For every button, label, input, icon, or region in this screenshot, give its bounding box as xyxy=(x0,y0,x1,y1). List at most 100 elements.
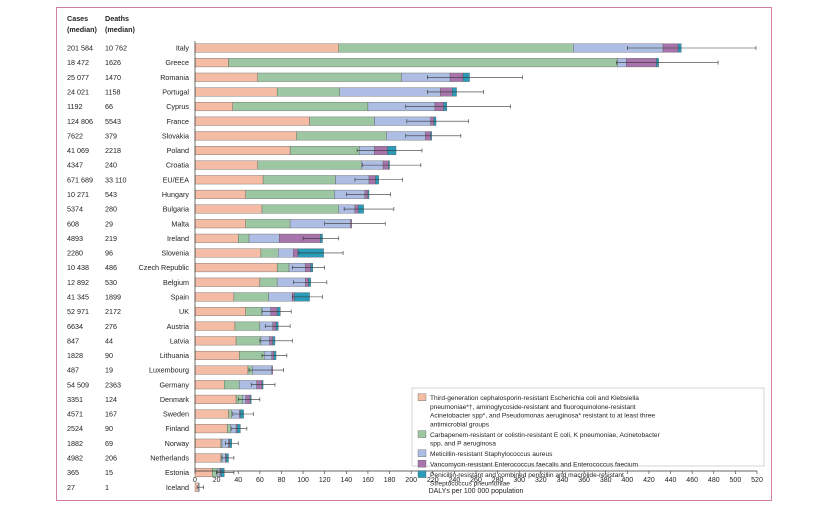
bar-segment-s1 xyxy=(194,453,222,463)
data-rows: 201 584 10 762 Italy 18 472 1626 Greece 25 077… xyxy=(67,44,189,492)
country-label: Estonia xyxy=(165,468,189,477)
country-label: Czech Republic xyxy=(139,263,190,272)
bar-segment-s2 xyxy=(289,146,360,155)
x-tick-label: 120 xyxy=(319,477,331,484)
deaths-value: 10 762 xyxy=(105,44,127,53)
deaths-value: 124 xyxy=(105,395,117,404)
deaths-value: 530 xyxy=(105,278,117,287)
cases-value: 608 xyxy=(67,219,79,228)
x-tick-label: 320 xyxy=(535,477,547,484)
deaths-value: 240 xyxy=(105,161,117,170)
cases-value: 1882 xyxy=(67,439,83,448)
cases-value: 4893 xyxy=(67,234,83,243)
country-label: Italy xyxy=(176,44,190,53)
x-tick-label: 140 xyxy=(340,477,352,484)
bar-segment-s1 xyxy=(194,204,263,214)
bar-segment-s1 xyxy=(194,263,278,273)
country-label: Ireland xyxy=(167,234,189,243)
country-label: Lithuania xyxy=(160,351,189,360)
cases-value: 41 069 xyxy=(67,146,89,155)
legend-label-s3: Meticillin-resistant Staphylococcus aure… xyxy=(430,451,553,458)
legend-label-s5: Penicillin-resistant and combined penici… xyxy=(430,472,624,488)
error-bars xyxy=(196,46,757,490)
x-tick-label: 400 xyxy=(621,477,633,484)
bar-segment-s2 xyxy=(262,175,336,185)
deaths-value: 90 xyxy=(105,351,113,360)
column-headers: Cases (median) Deaths (median) xyxy=(67,14,136,34)
x-tick-label: 500 xyxy=(730,477,742,484)
deaths-value: 5543 xyxy=(105,117,121,126)
x-axis-label: DALYs per 100 000 population xyxy=(429,488,524,495)
deaths-value: 219 xyxy=(105,234,117,243)
bar-segment-s2 xyxy=(233,292,269,302)
cases-value: 2280 xyxy=(67,249,83,258)
bar-segment-s1 xyxy=(194,321,236,331)
cases-value: 18 472 xyxy=(67,58,89,67)
x-tick-label: 240 xyxy=(449,477,461,484)
bar-segment-s3 xyxy=(278,248,294,258)
bar-segment-s1 xyxy=(194,248,262,258)
bar-segment-s2 xyxy=(296,131,387,141)
country-label: Croatia xyxy=(166,161,189,170)
deaths-value: 90 xyxy=(105,424,113,433)
country-label: UK xyxy=(179,307,189,316)
country-label: Slovakia xyxy=(162,131,189,140)
bar-segment-s1 xyxy=(194,350,240,360)
bar-segment-s2 xyxy=(232,102,369,112)
legend-swatch-s3 xyxy=(417,449,427,457)
deaths-header: Deaths xyxy=(105,14,129,23)
x-tick-label: 300 xyxy=(513,477,525,484)
bar-segment-s1 xyxy=(194,102,234,112)
x-tick-label: 220 xyxy=(427,477,439,484)
bar-segment-s1 xyxy=(194,277,261,287)
x-tick-label: 380 xyxy=(600,477,612,484)
country-label: Romania xyxy=(160,73,189,82)
country-label: Portugal xyxy=(162,88,189,97)
cases-value: 12 892 xyxy=(67,278,89,287)
bar-segment-s2 xyxy=(239,350,265,360)
bar-segment-s1 xyxy=(194,72,258,82)
bar-segment-s1 xyxy=(194,146,291,155)
cases-value: 671 689 xyxy=(67,175,93,184)
deaths-value: 1626 xyxy=(105,58,121,67)
cases-value: 10 271 xyxy=(67,190,89,199)
x-tick-label: 0 xyxy=(193,477,197,484)
cases-value: 6634 xyxy=(67,322,83,331)
cases-subheader: (median) xyxy=(67,25,98,34)
cases-value: 1192 xyxy=(67,102,82,111)
x-tick-label: 80 xyxy=(278,477,286,484)
deaths-value: 543 xyxy=(105,190,117,199)
deaths-value: 486 xyxy=(105,263,117,272)
cases-value: 4571 xyxy=(67,410,83,419)
amr-daly-chart: Cases (median) Deaths (median) 201 584 10… xyxy=(67,14,765,495)
cases-value: 54 509 xyxy=(67,380,89,389)
deaths-value: 280 xyxy=(105,205,117,214)
bar-segment-s1 xyxy=(194,365,249,375)
legend-swatch-s4 xyxy=(417,460,427,468)
legend: Third-generation cephalosporin-resistant… xyxy=(411,387,765,488)
bar-segment-s1 xyxy=(194,424,228,434)
x-tick-label: 20 xyxy=(213,477,221,484)
figure-frame: Cases (median) Deaths (median) 201 584 10… xyxy=(56,7,772,501)
deaths-value: 379 xyxy=(105,131,117,140)
country-label: Latvia xyxy=(170,336,189,345)
country-label: Netherlands xyxy=(150,454,189,463)
bar-segment-s1 xyxy=(194,189,246,199)
deaths-value: 1158 xyxy=(105,88,120,97)
bar-segment-s4 xyxy=(293,248,298,258)
deaths-value: 2218 xyxy=(105,146,121,155)
cases-value: 847 xyxy=(67,336,79,345)
bar-segment-s1 xyxy=(194,307,246,316)
deaths-value: 19 xyxy=(105,366,113,375)
bar-segment-s2 xyxy=(245,307,263,316)
deaths-value: 167 xyxy=(105,410,117,419)
cases-value: 25 077 xyxy=(67,73,89,82)
bar-segment-s2 xyxy=(257,160,362,170)
bar-segment-s2 xyxy=(228,58,618,68)
deaths-value: 29 xyxy=(105,219,113,228)
cases-value: 3351 xyxy=(67,395,83,404)
bar-segment-s2 xyxy=(261,204,339,214)
bar-segment-s1 xyxy=(194,131,297,141)
cases-value: 201 584 xyxy=(67,44,93,53)
country-label: Germany xyxy=(159,380,189,389)
